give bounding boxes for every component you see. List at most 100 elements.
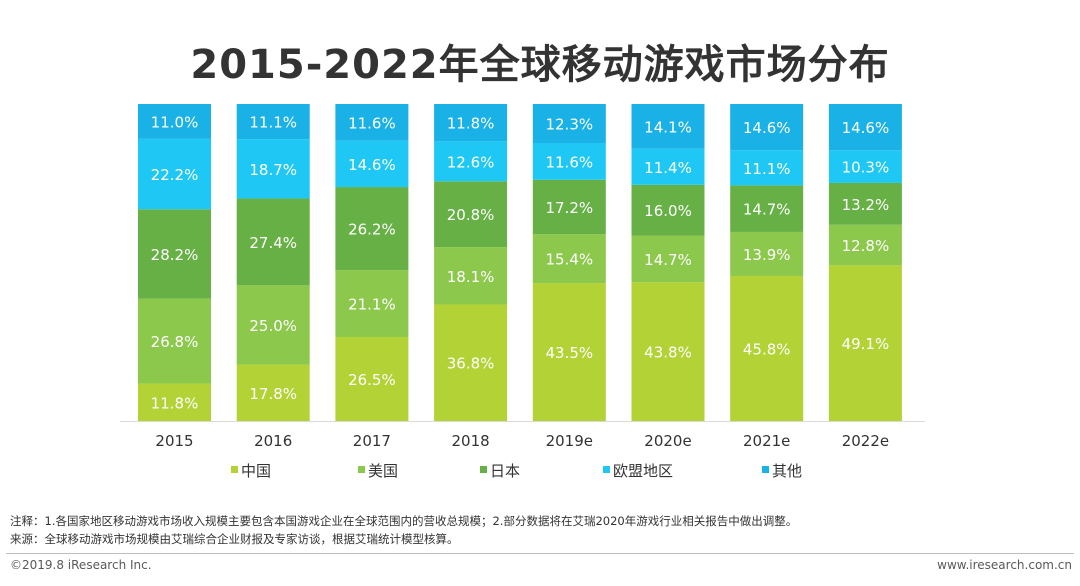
bar-segment — [434, 181, 508, 248]
data-label: 26.8% — [151, 333, 199, 351]
legend-swatch — [762, 466, 769, 473]
legend-swatch — [480, 466, 487, 473]
bar-segment — [434, 304, 508, 421]
bar-segment — [532, 104, 606, 143]
data-label: 17.2% — [545, 199, 593, 217]
footer-website: www.iresearch.com.cn — [937, 558, 1072, 572]
bar-segment — [828, 104, 902, 151]
legend-label: 其他 — [772, 462, 802, 480]
bar-segment — [138, 138, 211, 210]
data-label: 11.6% — [545, 153, 593, 171]
x-tick-label: 2018 — [452, 432, 490, 450]
legend-swatch — [603, 466, 610, 473]
data-label: 10.3% — [842, 159, 890, 177]
chart-source: 来源：全球移动游戏市场规模由艾瑞综合企业财报及专家访谈，根据艾瑞统计模型核算。 — [10, 532, 459, 546]
data-label: 11.6% — [348, 114, 396, 132]
bar-segment — [730, 275, 804, 421]
data-label: 13.2% — [842, 196, 890, 214]
bar-segment — [434, 247, 508, 305]
bar-segment — [828, 265, 902, 421]
data-label: 14.7% — [644, 251, 692, 269]
bar-segment — [335, 270, 409, 337]
legend-label: 中国 — [241, 462, 271, 480]
legend-label: 美国 — [368, 462, 398, 480]
data-label: 11.8% — [447, 115, 495, 133]
data-label: 36.8% — [447, 355, 495, 373]
bar-segment — [335, 187, 409, 271]
data-label: 14.6% — [743, 119, 791, 137]
bar-segment — [335, 104, 409, 141]
data-label: 12.8% — [842, 237, 890, 255]
bar-segment — [138, 298, 211, 384]
data-label: 18.7% — [249, 161, 297, 179]
x-tick-label: 2017 — [353, 432, 391, 450]
bar-segment — [138, 104, 211, 139]
legend-swatch — [231, 466, 238, 473]
data-label: 11.1% — [743, 160, 791, 178]
bar-segment — [335, 336, 409, 421]
stacked-bar-chart: 11.8% 26.8% 28.2% 22.2% 11.0% 2015 17.8% 25.0% 2… — [120, 104, 925, 480]
data-label: 20.8% — [447, 206, 495, 224]
bar-segment — [730, 104, 804, 151]
x-tick-label: 2022e — [842, 432, 889, 450]
legend-swatch — [358, 466, 365, 473]
data-label: 15.4% — [545, 251, 593, 269]
data-label: 14.1% — [644, 118, 692, 136]
bar-segment — [631, 184, 705, 236]
data-label: 11.4% — [644, 159, 692, 177]
bar-segment — [532, 142, 606, 180]
chart-note: 注释：1.各国家地区移动游戏市场收入规模主要包含本国游戏企业在全球范围内的营收总… — [10, 514, 798, 528]
bar-segment — [532, 283, 606, 421]
data-label: 13.9% — [743, 246, 791, 264]
data-label: 17.8% — [249, 385, 297, 403]
data-label: 11.1% — [249, 114, 297, 132]
data-label: 22.2% — [151, 166, 199, 184]
bar-segment — [236, 285, 310, 365]
data-label: 49.1% — [842, 335, 890, 353]
bar-segment — [236, 364, 310, 421]
bar-segment — [236, 198, 310, 286]
bar-segment — [532, 179, 606, 235]
data-label: 18.1% — [447, 268, 495, 286]
data-label: 26.5% — [348, 371, 396, 389]
data-label: 12.3% — [545, 115, 593, 133]
bar-segment — [631, 148, 705, 185]
data-label: 28.2% — [151, 246, 199, 264]
data-label: 43.8% — [644, 344, 692, 362]
bar-segment — [828, 150, 902, 183]
data-label: 26.2% — [348, 221, 396, 239]
data-label: 16.0% — [644, 202, 692, 220]
data-label: 14.6% — [348, 156, 396, 174]
bar-segment — [730, 185, 804, 232]
data-label: 14.6% — [842, 119, 890, 137]
x-tick-label: 2021e — [743, 432, 790, 450]
data-label: 11.8% — [151, 394, 199, 412]
bar-segment — [138, 209, 211, 299]
bar-segment — [631, 104, 705, 149]
bar-segment — [532, 234, 606, 284]
bar-segment — [631, 235, 705, 283]
data-label: 27.4% — [249, 234, 297, 252]
bar-segment — [730, 231, 804, 276]
data-label: 12.6% — [447, 153, 495, 171]
data-label: 21.1% — [348, 296, 396, 314]
bar-segment — [730, 150, 804, 186]
data-label: 25.0% — [249, 317, 297, 335]
bar-segment — [138, 383, 211, 421]
legend-label: 欧盟地区 — [613, 462, 673, 480]
data-label: 14.7% — [743, 201, 791, 219]
bar-segment — [434, 141, 508, 182]
footer-copyright: ©2019.8 iResearch Inc. — [10, 558, 152, 572]
x-tick-label: 2020e — [644, 432, 691, 450]
bar-segment — [236, 104, 310, 140]
x-tick-label: 2015 — [155, 432, 193, 450]
bar-segment — [828, 224, 902, 266]
x-tick-label: 2016 — [254, 432, 292, 450]
legend-label: 日本 — [490, 462, 520, 480]
x-tick-label: 2019e — [546, 432, 593, 450]
footer-divider — [6, 553, 1074, 554]
bar-segment — [335, 140, 409, 188]
bar-segment — [828, 182, 902, 225]
bar-segment — [631, 282, 705, 421]
data-label: 43.5% — [545, 344, 593, 362]
